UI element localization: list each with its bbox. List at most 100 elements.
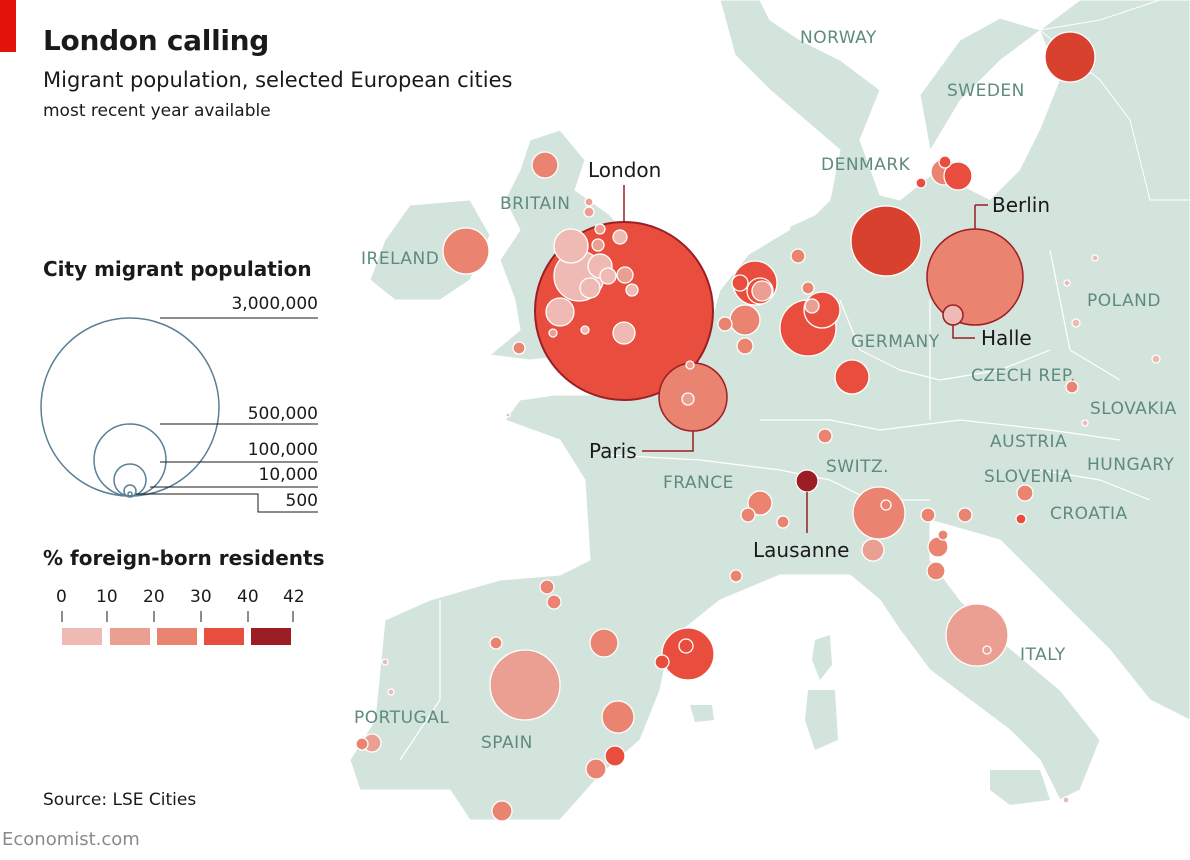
color-legend-tick: 42 (283, 587, 305, 607)
city-marker (681, 392, 695, 406)
size-legend-label: 100,000 (247, 440, 318, 460)
city-marker (539, 579, 555, 595)
city-marker (1065, 380, 1079, 394)
city-marker (1015, 513, 1027, 525)
city-marker (548, 328, 558, 338)
size-legend-circle (127, 491, 133, 497)
size-legend-label: 10,000 (258, 465, 318, 485)
size-legend-label: 500 (285, 491, 318, 511)
city-marker-berlin (926, 228, 1024, 326)
city-marker (776, 515, 790, 529)
city-marker (545, 297, 575, 327)
city-marker (654, 654, 670, 670)
color-legend-tick: 10 (96, 587, 118, 607)
country-label: GERMANY (851, 332, 940, 352)
city-marker (489, 649, 561, 721)
city-marker (491, 800, 513, 822)
chart-note: most recent year available (43, 101, 271, 121)
city-marker (801, 281, 815, 295)
country-label: SLOVAKIA (1090, 399, 1177, 419)
city-marker (583, 206, 595, 218)
city-marker (938, 155, 952, 169)
city-marker (861, 538, 885, 562)
country-label: SLOVENIA (984, 467, 1072, 487)
city-marker (852, 486, 906, 540)
country-label: SWEDEN (947, 81, 1025, 101)
city-marker (685, 360, 695, 370)
city-marker (387, 688, 395, 696)
city-marker (880, 499, 892, 511)
city-marker (625, 283, 639, 297)
country-label: IRELAND (361, 249, 439, 269)
city-label-halle: Halle (981, 326, 1032, 350)
land-corsica (812, 635, 832, 680)
city-marker-lausanne (795, 469, 819, 493)
country-labels: NORWAY SWEDEN DENMARK BRITAIN IRELAND PO… (354, 28, 1177, 753)
city-label-berlin: Berlin (992, 193, 1050, 217)
city-marker (982, 645, 992, 655)
city-marker (584, 197, 594, 207)
color-swatch (157, 628, 197, 645)
city-marker (604, 745, 626, 767)
size-legend-label: 500,000 (247, 404, 318, 424)
city-marker (747, 490, 773, 516)
color-swatch (62, 628, 102, 645)
city-marker (1151, 354, 1161, 364)
city-marker (661, 627, 715, 681)
color-legend-tick: 40 (237, 587, 259, 607)
country-label: AUSTRIA (990, 432, 1067, 452)
city-marker (957, 507, 973, 523)
city-marker (579, 277, 601, 299)
city-marker (850, 205, 922, 277)
city-label-paris: Paris (589, 439, 637, 463)
city-marker (599, 267, 617, 285)
city-label-lausanne: Lausanne (753, 538, 849, 562)
city-labels: London Berlin Halle Paris Lausanne (588, 158, 1050, 562)
color-legend-tick: 0 (56, 587, 67, 607)
color-legend-tick: 20 (143, 587, 165, 607)
color-swatch (110, 628, 150, 645)
city-marker (937, 529, 949, 541)
city-marker (751, 280, 773, 302)
country-label: FRANCE (663, 473, 734, 493)
chart-subtitle: Migrant population, selected European ci… (43, 68, 513, 92)
size-legend (40, 317, 220, 498)
country-label: BRITAIN (500, 194, 570, 214)
country-label: CROATIA (1050, 504, 1128, 524)
city-marker (920, 507, 936, 523)
city-marker (729, 304, 761, 336)
land-ireland (369, 199, 491, 301)
city-marker (589, 628, 619, 658)
city-markers (355, 31, 1161, 822)
country-label: SWITZ. (826, 457, 889, 477)
city-marker-halle (942, 304, 964, 326)
city-marker (1016, 484, 1034, 502)
city-marker (717, 316, 733, 332)
city-marker (612, 229, 628, 245)
city-marker (601, 700, 635, 734)
water-baltic (930, 30, 1060, 200)
city-marker (678, 638, 694, 654)
city-marker (1091, 254, 1099, 262)
city-marker (945, 603, 1009, 667)
country-label: DENMARK (821, 155, 911, 175)
city-marker (442, 227, 490, 275)
country-label: SPAIN (481, 733, 533, 753)
city-marker (594, 223, 606, 235)
country-label: CZECH REP. (971, 366, 1076, 386)
land-sicily (990, 770, 1050, 805)
city-label-london: London (588, 158, 661, 182)
city-marker (1044, 31, 1096, 83)
city-marker (505, 412, 511, 418)
city-marker (1063, 279, 1071, 287)
city-marker (616, 266, 634, 284)
source-note: Source: LSE Cities (43, 790, 197, 810)
city-marker (546, 594, 562, 610)
city-marker (834, 359, 870, 395)
size-legend-leaders (136, 317, 318, 513)
size-legend-heading: City migrant population (43, 257, 312, 281)
city-marker (512, 341, 526, 355)
city-marker (915, 177, 927, 189)
size-legend-circle (123, 484, 137, 498)
